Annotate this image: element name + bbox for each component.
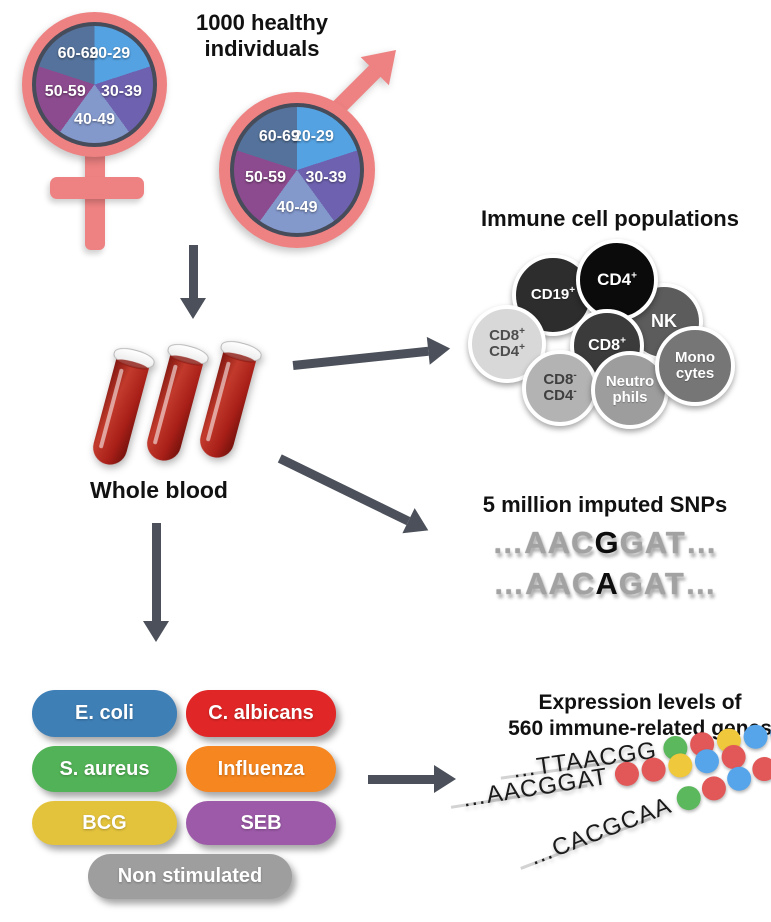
female-symbol-ring: 20-29 30-39 40-49 50-59 60-69 (22, 12, 167, 157)
snp-sequence: …AACAGAT… (493, 566, 717, 601)
arrow-head (402, 508, 435, 543)
expression-dot (639, 755, 667, 784)
expression-dot (672, 782, 704, 814)
age-group-label: 50-59 (44, 82, 86, 100)
cell-monocytes: Mono cytes (655, 326, 735, 406)
arrow-shaft (151, 523, 161, 621)
blood-tube (89, 344, 157, 469)
age-group-label: 40-49 (74, 110, 115, 128)
age-group-label: 60-69 (57, 45, 99, 63)
arrow-blood-to-snps (274, 445, 435, 543)
cell-cd4-pos: CD4+ (576, 239, 658, 321)
whole-blood-label: Whole blood (90, 477, 228, 503)
expression-dot (723, 763, 755, 795)
age-group-label: 60-69 (258, 128, 300, 146)
male-age-pie-chart: 20-29 30-39 40-49 50-59 60-69 (230, 103, 364, 237)
age-group-label: 30-39 (100, 82, 142, 100)
stimulus-s-aureus: S. aureus (32, 746, 177, 792)
arrow-blood-to-cells (292, 334, 452, 379)
age-group-label: 50-59 (245, 168, 286, 186)
arrow-head (434, 765, 456, 793)
expression-dot (698, 773, 730, 805)
expression-title-line1: Expression levels of (538, 691, 742, 714)
arrow-head (426, 334, 452, 365)
expression-dot (692, 747, 721, 775)
arrow-shaft (278, 453, 411, 525)
snp-allele: G (594, 525, 620, 560)
age-group-label: 20-29 (292, 128, 334, 146)
cell-cd8-cd4-dn: CD8- CD4- (522, 350, 598, 426)
arrow-shaft (368, 774, 434, 784)
age-group-label: 20-29 (89, 45, 131, 63)
male-symbol-ring: 20-29 30-39 40-49 50-59 60-69 (219, 92, 375, 248)
main-title: 1000 healthy individuals (195, 10, 329, 62)
stimulus-influenza: Influenza (186, 746, 336, 792)
snp-sequence: …AACGGAT… (492, 525, 718, 560)
gene-sequence-label: …CACGCAA (524, 791, 676, 872)
female-symbol-crossbar (50, 177, 144, 199)
snps-title: 5 million imputed SNPs (482, 492, 728, 517)
cell-neutrophils: Neutro phils (591, 351, 669, 429)
female-age-pie-chart: 20-29 30-39 40-49 50-59 60-69 (32, 22, 157, 147)
age-group-label: 30-39 (305, 168, 347, 186)
stimulus-bcg: BCG (32, 801, 177, 845)
expression-dot (742, 723, 770, 751)
stimulus-e-coli: E. coli (32, 690, 177, 737)
arrow-head (143, 621, 169, 642)
stimulus-non-stimulated: Non stimulated (88, 854, 292, 899)
immune-cells-title: Immune cell populations (481, 206, 739, 231)
arrow-individuals-to-blood (180, 245, 206, 319)
arrow-shaft (292, 346, 429, 370)
female-symbol-stem (85, 150, 105, 250)
arrow-stimuli-to-expression (368, 765, 456, 793)
stimulus-c-albicans: C. albicans (186, 690, 336, 737)
arrow-blood-to-stimuli (143, 523, 169, 642)
snp-allele: A (595, 566, 619, 601)
arrow-head (180, 298, 206, 319)
expression-dot (666, 751, 694, 780)
expression-dot (748, 753, 771, 785)
snp-sequences: …AACGGAT… …AACAGAT… (440, 522, 770, 604)
expression-dot (612, 760, 641, 788)
arrow-shaft (188, 245, 198, 298)
stimulus-seb: SEB (186, 801, 336, 845)
age-group-label: 40-49 (276, 198, 318, 216)
